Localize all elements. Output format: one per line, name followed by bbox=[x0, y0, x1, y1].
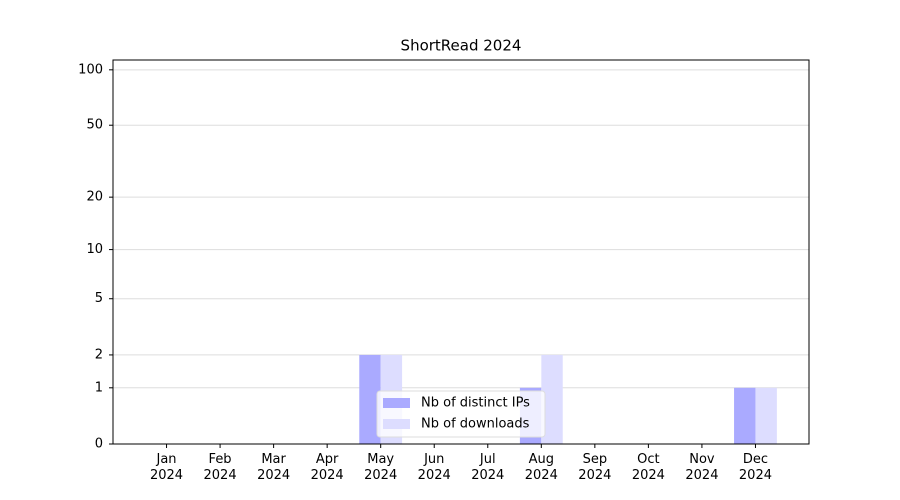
legend-label: Nb of downloads bbox=[421, 417, 530, 432]
x-tick-label: Oct 2024 bbox=[631, 452, 665, 483]
bar bbox=[541, 354, 563, 444]
y-tick-label: 5 bbox=[95, 291, 103, 306]
x-tick-label: Apr 2024 bbox=[310, 452, 344, 483]
y-tick-label: 2 bbox=[95, 347, 103, 362]
chart-title: ShortRead 2024 bbox=[401, 37, 522, 55]
legend-swatch bbox=[383, 398, 410, 408]
x-tick-label: Jul 2024 bbox=[471, 452, 505, 483]
legend-label: Nb of distinct IPs bbox=[421, 396, 530, 411]
y-tick-label: 10 bbox=[86, 242, 103, 257]
y-tick-label: 50 bbox=[86, 118, 103, 133]
y-tick-label: 0 bbox=[95, 437, 103, 452]
grid bbox=[113, 69, 809, 445]
y-tick-label: 20 bbox=[86, 190, 103, 205]
x-tick-label: Sep 2024 bbox=[578, 452, 612, 483]
x-tick-label: Mar 2024 bbox=[257, 452, 291, 483]
x-tick-label: Aug 2024 bbox=[524, 452, 558, 483]
bar bbox=[359, 354, 381, 444]
legend-swatch bbox=[383, 419, 410, 429]
plot-frame bbox=[112, 59, 810, 445]
legend: Nb of distinct IPs Nb of downloads bbox=[376, 390, 546, 438]
legend-box bbox=[376, 390, 546, 438]
y-tick-label: 1 bbox=[95, 380, 103, 395]
bar bbox=[734, 387, 756, 444]
x-tick-label: Nov 2024 bbox=[685, 452, 719, 483]
x-tick-label: Dec 2024 bbox=[738, 452, 772, 483]
x-tick-label: May 2024 bbox=[364, 452, 398, 483]
bar bbox=[755, 387, 777, 444]
y-tick-label: 100 bbox=[78, 62, 103, 77]
x-tick-label: Jun 2024 bbox=[417, 452, 451, 483]
x-tick-label: Feb 2024 bbox=[203, 452, 237, 483]
x-tick-label: Jan 2024 bbox=[149, 452, 184, 483]
